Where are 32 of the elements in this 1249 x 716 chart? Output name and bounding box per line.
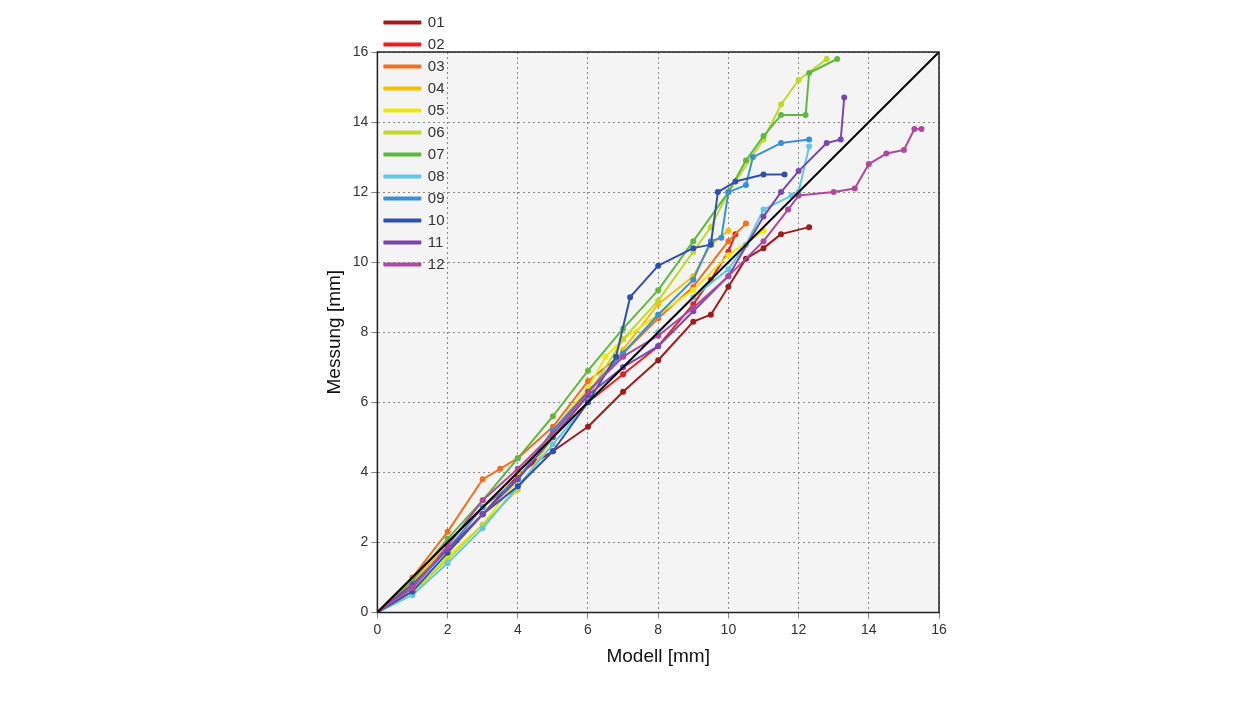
x-tick-label: 16 <box>931 620 947 637</box>
legend-label: 07 <box>427 144 445 162</box>
y-axis-title: Messung [mm] <box>322 269 344 395</box>
legend-label: 06 <box>427 122 445 140</box>
legend-label: 10 <box>427 210 445 228</box>
x-tick-label: 8 <box>654 620 663 637</box>
x-tick-label: 0 <box>373 620 382 637</box>
y-tick-label: 2 <box>360 533 369 550</box>
y-tick-label: 6 <box>360 393 369 410</box>
legend-label: 08 <box>427 166 445 184</box>
x-tick-label: 2 <box>443 620 452 637</box>
y-tick-label: 10 <box>352 253 369 270</box>
x-tick-label: 10 <box>720 620 737 637</box>
x-tick-label: 4 <box>513 620 522 637</box>
x-tick-label: 6 <box>584 620 593 637</box>
y-tick-label: 0 <box>360 603 369 620</box>
y-tick-label: 12 <box>352 182 369 199</box>
legend-label: 05 <box>427 100 445 118</box>
legend-label: 01 <box>427 12 445 30</box>
y-tick-label: 16 <box>352 42 369 59</box>
legend-label: 04 <box>427 78 445 96</box>
legend-label: 12 <box>427 254 445 272</box>
x-tick-label: 12 <box>790 620 807 637</box>
legend-label: 11 <box>427 232 444 250</box>
legend-label: 02 <box>427 34 445 52</box>
legend-label: 09 <box>427 188 445 206</box>
x-tick-label: 14 <box>861 620 877 637</box>
x-axis-title: Modell [mm] <box>606 644 710 666</box>
legend-label: 03 <box>427 56 445 74</box>
y-tick-label: 8 <box>360 323 369 340</box>
y-tick-label: 14 <box>352 112 369 129</box>
y-tick-label: 4 <box>360 463 369 480</box>
